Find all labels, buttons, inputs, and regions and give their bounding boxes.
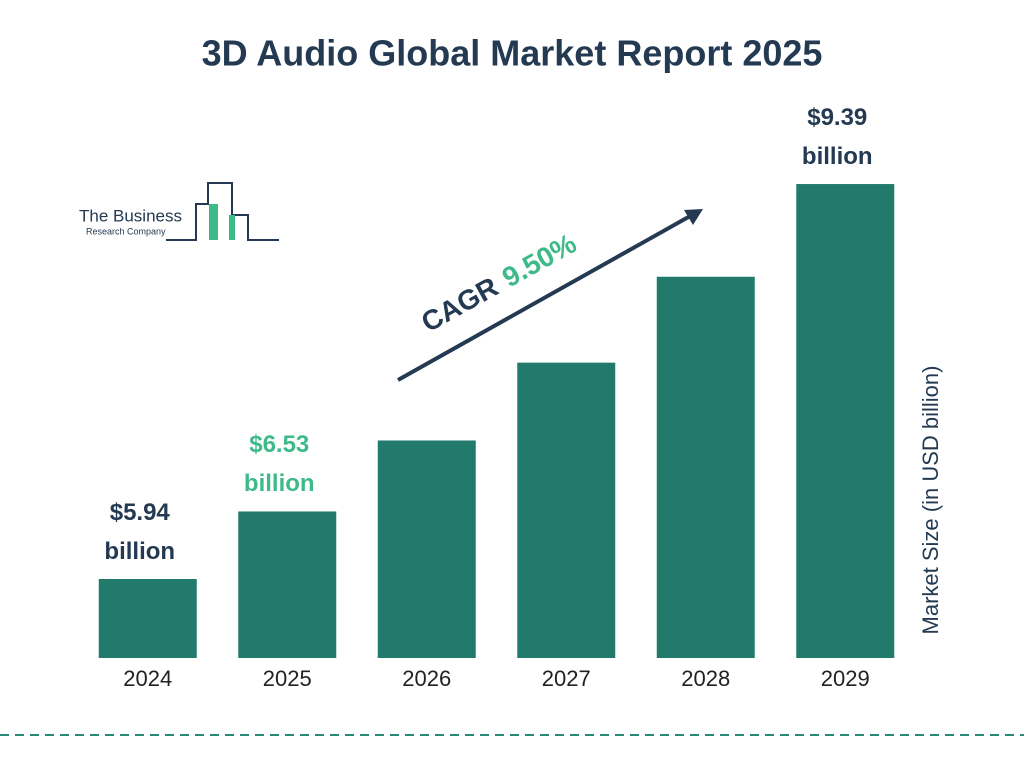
cagr-arrow	[397, 213, 693, 382]
bar	[98, 579, 197, 658]
value-label: $6.53 billion	[243, 431, 315, 498]
chart-title: 3D Audio Global Market Report 2025	[202, 33, 823, 74]
bar	[238, 511, 337, 658]
cagr-arrowhead	[684, 209, 703, 225]
logo-text: The Business	[79, 206, 182, 225]
value-label: $5.94 billion	[104, 499, 176, 566]
x-tick-label: 2027	[542, 666, 591, 691]
bar	[517, 362, 616, 658]
logo-subtext: Research Company	[86, 226, 166, 236]
value-label: $9.39 billion	[801, 104, 873, 171]
bar	[796, 184, 895, 658]
x-tick-label: 2029	[821, 666, 870, 691]
y-axis-label: Market Size (in USD billion)	[918, 366, 943, 635]
logo: The Business Research Company	[79, 182, 279, 241]
bar	[377, 440, 476, 658]
bar	[656, 276, 755, 658]
x-tick-label: 2024	[123, 666, 172, 691]
x-tick-label: 2025	[263, 666, 312, 691]
x-tick-label: 2028	[681, 666, 730, 691]
x-tick-label: 2026	[402, 666, 451, 691]
